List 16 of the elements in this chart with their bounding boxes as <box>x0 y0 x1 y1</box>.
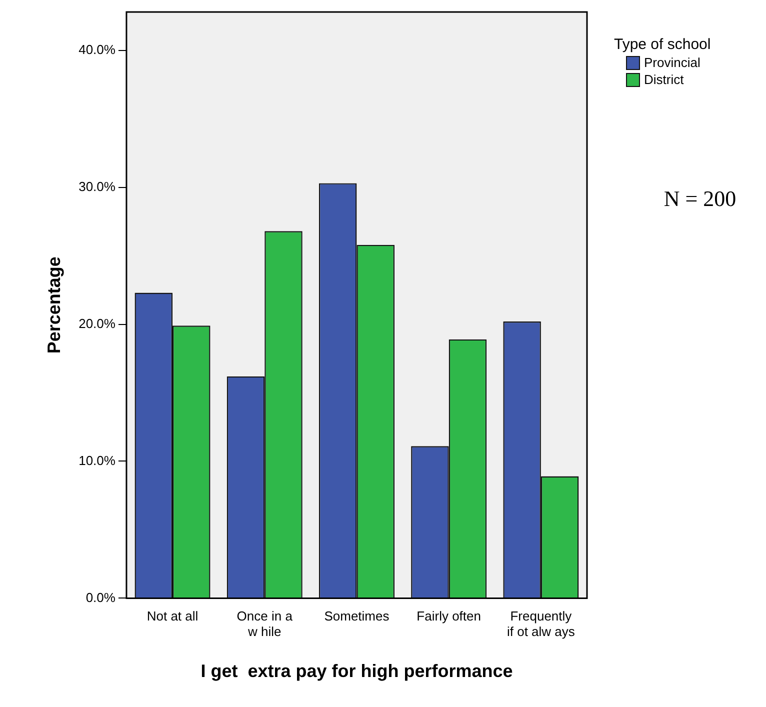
y-tick-label: 30.0% <box>78 178 116 194</box>
y-tick-label: 0.0% <box>86 590 116 605</box>
x-tick-label: Frequently if ot alw ays <box>506 608 576 640</box>
y-tick-label: 10.0% <box>78 452 116 468</box>
text: N = 200 <box>662 186 738 212</box>
x-tick-label: Sometimes <box>324 608 390 624</box>
legend-label: Provincial <box>644 55 700 70</box>
y-tick-label: 20.0% <box>78 316 116 331</box>
y-tick-label: 40.0% <box>78 42 116 57</box>
legend-title: Type of school <box>614 36 711 53</box>
y-axis-title: Percentage <box>44 256 64 354</box>
legend-label: District <box>644 72 684 87</box>
x-tick-label: Once in a w hile <box>236 608 294 640</box>
x-tick-label: Not at all <box>146 608 198 624</box>
x-tick-label: Fairly often <box>416 608 481 624</box>
x-axis-title: I get extra pay for high performance <box>200 661 513 682</box>
